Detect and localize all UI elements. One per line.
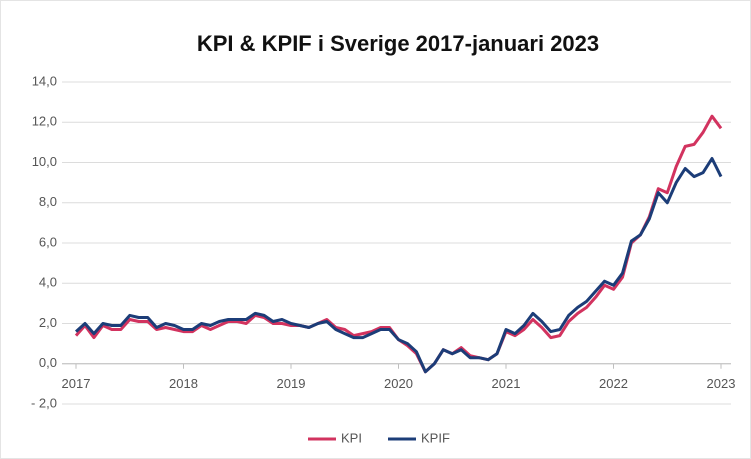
- y-tick-label: 8,0: [39, 194, 57, 209]
- chart-title: KPI & KPIF i Sverige 2017-januari 2023: [197, 31, 599, 56]
- x-tick-label: 2023: [707, 376, 736, 391]
- y-tick-label: 2,0: [39, 315, 57, 330]
- y-tick-label: 14,0: [32, 73, 57, 88]
- x-tick-label: 2020: [384, 376, 413, 391]
- x-tick-label: 2017: [62, 376, 91, 391]
- y-tick-label: 12,0: [32, 114, 57, 129]
- y-tick-label: - 2,0: [31, 395, 57, 410]
- y-tick-label: 0,0: [39, 355, 57, 370]
- legend-label: KPI: [341, 430, 362, 445]
- y-tick-label: 6,0: [39, 234, 57, 249]
- x-tick-label: 2022: [599, 376, 628, 391]
- y-tick-label: 10,0: [32, 154, 57, 169]
- y-tick-label: 4,0: [39, 275, 57, 290]
- x-tick-label: 2018: [169, 376, 198, 391]
- legend-label: KPIF: [421, 430, 450, 445]
- x-tick-label: 2021: [492, 376, 521, 391]
- x-tick-label: 2019: [277, 376, 306, 391]
- line-series: [74, 157, 723, 374]
